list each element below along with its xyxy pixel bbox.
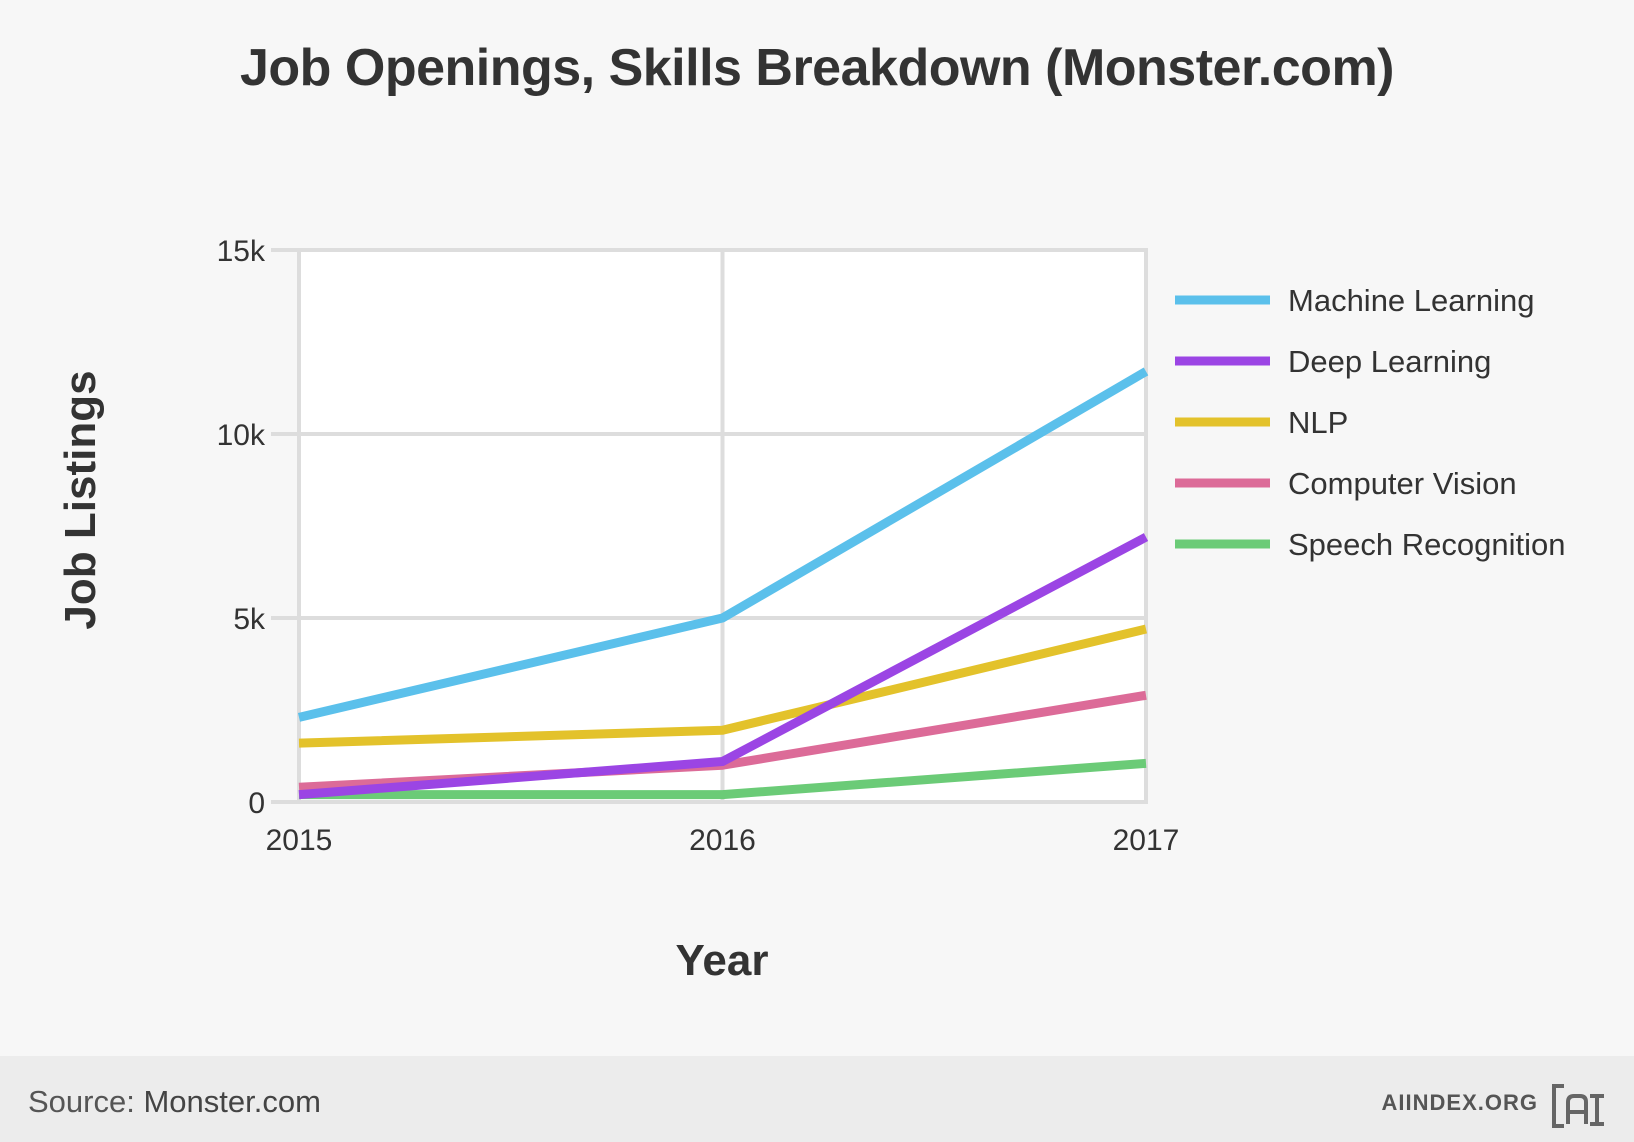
ai-index-logo-icon <box>1552 1084 1604 1128</box>
x-axis: 2015 2016 2017 <box>266 824 1180 857</box>
series-line-deep-learning <box>298 533 1149 800</box>
legend-label-deep-learning: Deep Learning <box>1288 344 1491 379</box>
source-value: Monster.com <box>143 1084 321 1119</box>
legend-label-nlp: NLP <box>1288 405 1348 440</box>
legend-label-speech-recognition: Speech Recognition <box>1288 527 1565 562</box>
brand-text: AIINDEX.ORG <box>1381 1090 1538 1115</box>
x-tick-label: 2016 <box>689 824 756 857</box>
chart-title: Job Openings, Skills Breakdown (Monster.… <box>240 39 1395 97</box>
line-chart: 0 5k 10k 15k 2015 2016 2017 Year Job Listings… <box>56 235 1565 985</box>
x-axis-title: Year <box>676 936 769 985</box>
plot-border <box>297 248 1148 804</box>
y-tick-label: 5k <box>233 603 266 636</box>
y-tick-label: 0 <box>248 787 265 820</box>
x-tick-label: 2015 <box>266 824 333 857</box>
x-tick-label: 2017 <box>1113 824 1180 857</box>
y-tick-label: 10k <box>217 419 266 452</box>
legend: Machine Learning Deep Learning NLP Computer… <box>1175 283 1565 562</box>
legend-label-machine-learning: Machine Learning <box>1288 283 1534 318</box>
series-lines <box>297 367 1149 800</box>
y-tick-label: 15k <box>217 235 266 268</box>
source-label: Source: <box>28 1084 135 1119</box>
source-text: Source: Monster.com <box>28 1084 321 1120</box>
series-line-machine-learning <box>297 367 1149 722</box>
y-axis: 0 5k 10k 15k <box>217 235 297 820</box>
series-line-speech-recognition <box>299 758 1147 800</box>
series-line-nlp <box>298 624 1148 748</box>
y-axis-title: Job Listings <box>56 370 105 629</box>
legend-label-computer-vision: Computer Vision <box>1288 466 1517 501</box>
footer: Source: Monster.com AIINDEX.ORG <box>0 1056 1634 1142</box>
